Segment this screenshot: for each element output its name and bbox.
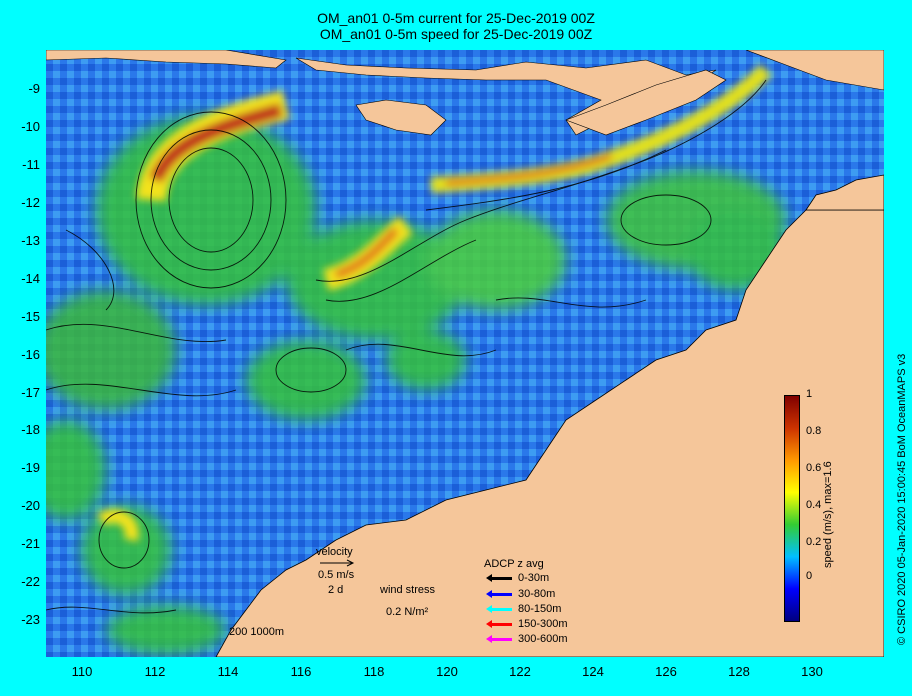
colorbar-tick-label: 0.2	[806, 536, 822, 548]
y-tick-label: -20	[21, 498, 40, 513]
adcp-label: 150-300m	[518, 618, 568, 630]
island-north	[745, 50, 884, 91]
y-tick-label: -23	[21, 612, 40, 627]
ocean-current-map	[46, 50, 884, 657]
australia-landmass	[215, 209, 884, 657]
y-tick-label: -18	[21, 422, 40, 437]
jet-speed-field	[97, 64, 772, 542]
island-timor	[565, 69, 727, 136]
colorbar-tick-label: 0.8	[806, 425, 822, 437]
colorbar-tick-label: 0.6	[806, 462, 822, 474]
x-tick-label: 130	[801, 664, 823, 679]
credit-text: © CSIRO 2020 05-Jan-2020 15:00:45 BoM Oc…	[896, 353, 908, 645]
adcp-label: 0-30m	[518, 572, 550, 584]
adcp-legend-row: 300-600m	[486, 633, 568, 645]
island-sumba	[355, 99, 447, 136]
y-tick-label: -15	[21, 309, 40, 324]
island-java-bali	[46, 50, 287, 69]
map-title: OM_an01 0-5m current for 25-Dec-2019 00Z	[317, 10, 595, 26]
adcp-arrow-icon	[486, 619, 512, 628]
adcp-label: 300-600m	[518, 633, 568, 645]
velocity-scale: 0.5 m/s	[318, 569, 355, 581]
y-tick-label: -22	[21, 574, 40, 589]
adcp-arrow-icon	[486, 589, 512, 598]
x-tick-label: 114	[217, 664, 239, 679]
adcp-legend-row: 0-30m	[486, 572, 550, 584]
adcp-legend-row: 80-150m	[486, 603, 562, 615]
x-tick-label: 126	[655, 664, 677, 679]
y-tick-label: -21	[21, 536, 40, 551]
y-tick-label: -10	[21, 119, 40, 134]
y-tick-label: -12	[21, 195, 40, 210]
speed-colorbar	[784, 395, 800, 622]
y-tick-label: -16	[21, 347, 40, 362]
wind-stress-scale: 0.2 N/m²	[386, 606, 429, 618]
x-tick-label: 118	[363, 664, 385, 679]
adcp-label: 30-80m	[518, 588, 556, 600]
y-tick-label: -11	[22, 157, 40, 172]
adcp-legend-row: 150-300m	[486, 618, 568, 630]
colorbar-tick-label: 0	[806, 570, 813, 582]
y-tick-label: -17	[21, 385, 40, 400]
colorbar-label: speed (m/s), max=1.6	[822, 461, 834, 568]
kimberley-coast	[805, 174, 884, 211]
velocity-label: velocity	[316, 546, 353, 558]
x-tick-label: 112	[144, 664, 166, 679]
adcp-arrow-icon	[486, 573, 512, 582]
x-tick-label: 124	[582, 664, 604, 679]
adcp-title: ADCP z avg	[484, 558, 544, 570]
x-tick-label: 120	[436, 664, 458, 679]
colorbar-tick-label: 0.4	[806, 499, 822, 511]
x-tick-label: 122	[509, 664, 531, 679]
adcp-arrow-icon	[486, 634, 512, 643]
y-tick-label: -14	[21, 271, 40, 286]
adcp-label: 80-150m	[518, 603, 562, 615]
depth-contour-legend: 200 1000m	[229, 626, 285, 638]
x-tick-label: 110	[71, 664, 93, 679]
adcp-legend-row: 30-80m	[486, 588, 556, 600]
y-tick-label: -19	[21, 460, 40, 475]
y-tick-label: -9	[28, 81, 40, 96]
adcp-arrow-icon	[486, 604, 512, 613]
map-subtitle: OM_an01 0-5m speed for 25-Dec-2019 00Z	[319, 26, 593, 42]
time-scale: 2 d	[328, 584, 344, 596]
x-tick-label: 116	[290, 664, 312, 679]
wind-stress-label: wind stress	[380, 584, 436, 596]
colorbar-tick-label: 1	[806, 388, 813, 400]
velocity-arrow-icon	[320, 559, 355, 567]
y-tick-label: -13	[21, 233, 40, 248]
current-streamlines	[46, 79, 767, 614]
x-tick-label: 128	[728, 664, 750, 679]
